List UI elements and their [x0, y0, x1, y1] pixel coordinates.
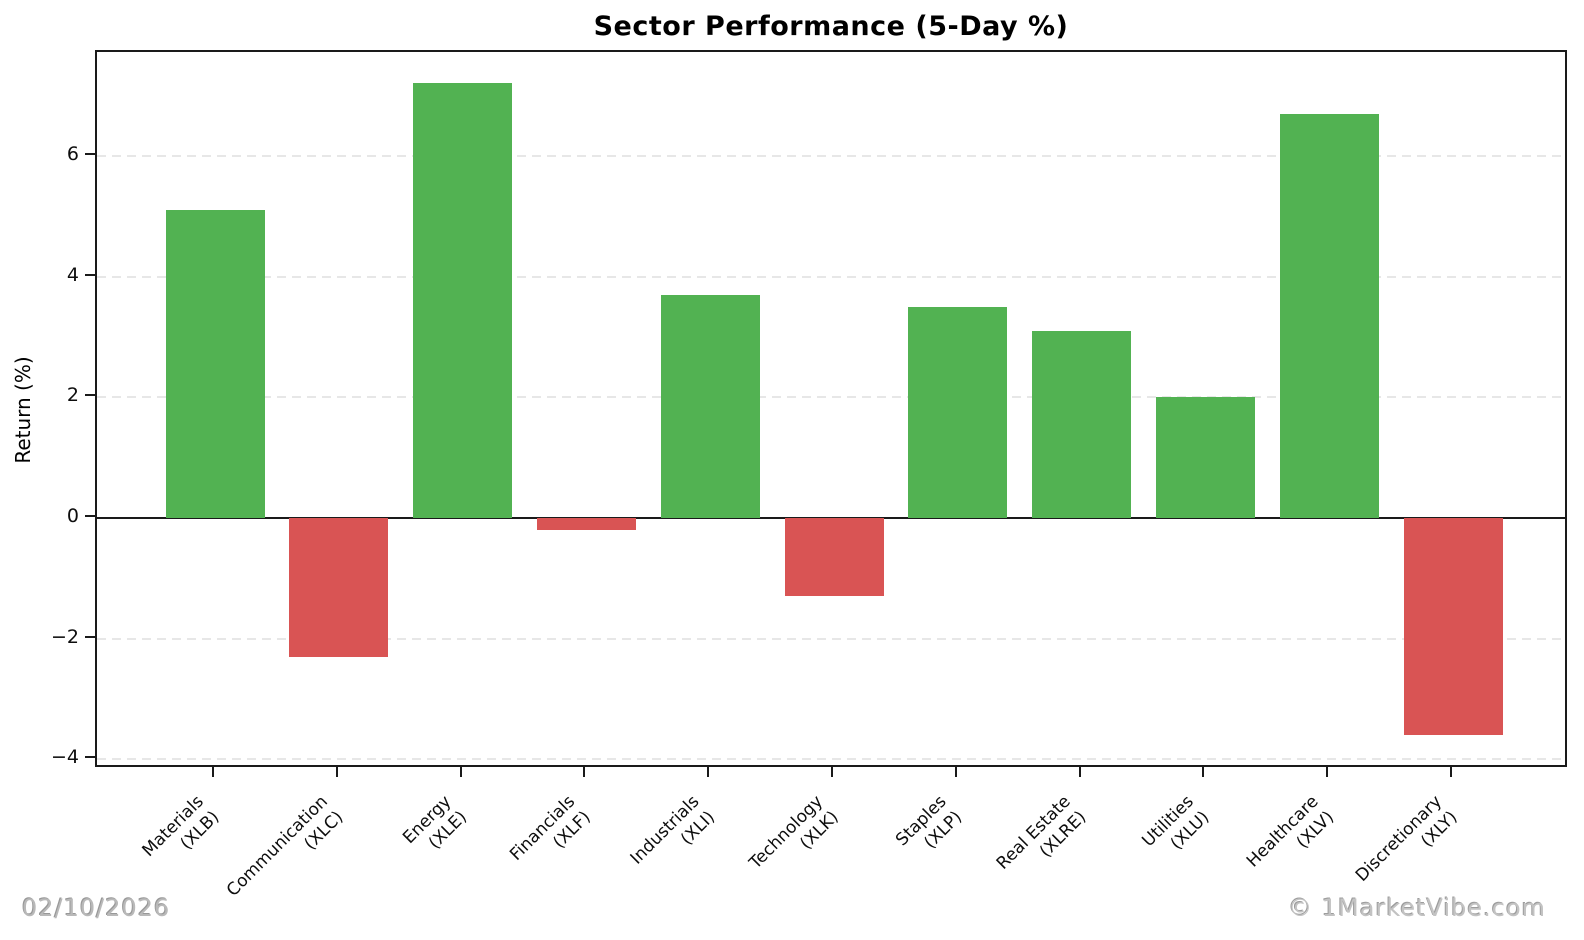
x-tick-mark	[831, 767, 833, 777]
x-label-real-estate: Real Estate (XLRE)	[992, 791, 1091, 874]
x-tick-mark	[1326, 767, 1329, 777]
gridline-6	[97, 154, 1565, 157]
y-tick-mark	[85, 394, 95, 397]
y-tick-label: 0	[66, 505, 79, 527]
y-tick-mark	[85, 273, 95, 276]
x-tick-mark	[335, 767, 338, 777]
x-tick-mark	[1202, 767, 1205, 777]
y-tick-label: 6	[66, 142, 79, 165]
x-label-healthcare: Healthcare (XLV)	[1242, 791, 1338, 872]
bar-real-estate	[1032, 330, 1132, 518]
x-tick-mark	[1450, 767, 1452, 777]
chart-title: Sector Performance (5-Day %)	[593, 11, 1069, 42]
x-label-industrials: Industrials (XLI)	[626, 791, 719, 869]
x-tick-mark	[212, 767, 214, 777]
date-stamp: 02/10/2026	[22, 894, 171, 922]
bar-utilities	[1155, 397, 1255, 518]
bar-materials	[165, 210, 265, 518]
x-tick-mark	[459, 767, 462, 777]
y-tick-label: 4	[66, 263, 79, 286]
plot-area	[95, 50, 1567, 767]
x-tick-mark	[1078, 767, 1081, 777]
y-tick-mark	[85, 152, 95, 155]
watermark: © 1MarketVibe.com	[1288, 894, 1546, 922]
y-tick-label: −4	[50, 746, 79, 769]
y-tick-mark	[85, 756, 95, 759]
bar-technology	[784, 518, 884, 597]
gridline-2	[97, 396, 1565, 399]
x-label-discretionary: Discretionary (XLY)	[1351, 791, 1462, 886]
y-axis-label: Return (%)	[11, 356, 35, 464]
bar-industrials	[660, 294, 760, 518]
x-label-communication: Communication (XLC)	[222, 791, 348, 901]
y-tick-mark	[85, 515, 95, 517]
x-label-financials: Financials (XLF)	[506, 791, 595, 865]
x-tick-mark	[583, 767, 586, 777]
x-tick-mark	[954, 767, 957, 777]
gridline-4	[97, 275, 1565, 278]
y-tick-label: 2	[66, 384, 79, 407]
bar-energy	[413, 83, 513, 518]
bar-discretionary	[1403, 518, 1503, 736]
x-label-staples: Staples (XLP)	[892, 791, 967, 853]
bar-financials	[536, 518, 636, 531]
x-label-technology: Technology (XLK)	[745, 791, 843, 874]
y-tick-label: −2	[50, 625, 79, 648]
x-label-materials: Materials (XLB)	[138, 791, 224, 861]
gridline--4	[97, 758, 1565, 761]
gridline--2	[97, 637, 1565, 640]
bar-communication	[289, 518, 389, 657]
x-tick-mark	[707, 767, 710, 777]
x-label-utilities: Utilities (XLU)	[1138, 791, 1214, 854]
bar-healthcare	[1279, 113, 1379, 518]
x-label-energy: Energy (XLE)	[399, 791, 472, 854]
bar-staples	[908, 306, 1008, 518]
y-tick-mark	[85, 635, 95, 638]
